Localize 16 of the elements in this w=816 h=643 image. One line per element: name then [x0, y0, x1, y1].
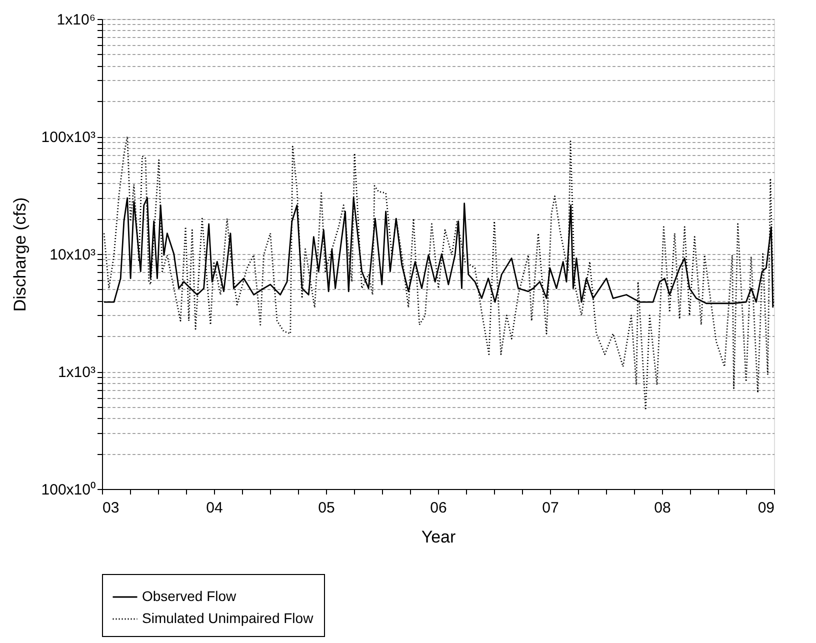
y-tick-label: 100x10³: [41, 129, 96, 146]
y-tick-label: 1x10⁶: [56, 12, 96, 28]
x-tick-label: 08: [654, 500, 671, 516]
y-tick-label: 1x10³: [58, 364, 96, 381]
x-tick-label: 05: [318, 500, 335, 516]
y-axis-title: Discharge (cfs): [10, 197, 30, 312]
x-tick-label: 06: [430, 500, 447, 516]
legend-label: Simulated Unimpaired Flow: [142, 610, 314, 626]
x-tick-label: 09: [758, 500, 774, 516]
x-tick-label: 04: [206, 500, 223, 516]
y-tick-label: 10x10³: [50, 246, 96, 264]
x-axis-title: Year: [421, 528, 456, 546]
x-tick-label: 03: [102, 500, 120, 516]
y-tick-label: 100x10⁰: [41, 482, 96, 498]
legend-label: Observed Flow: [142, 588, 238, 604]
x-tick-label: 07: [542, 500, 559, 516]
